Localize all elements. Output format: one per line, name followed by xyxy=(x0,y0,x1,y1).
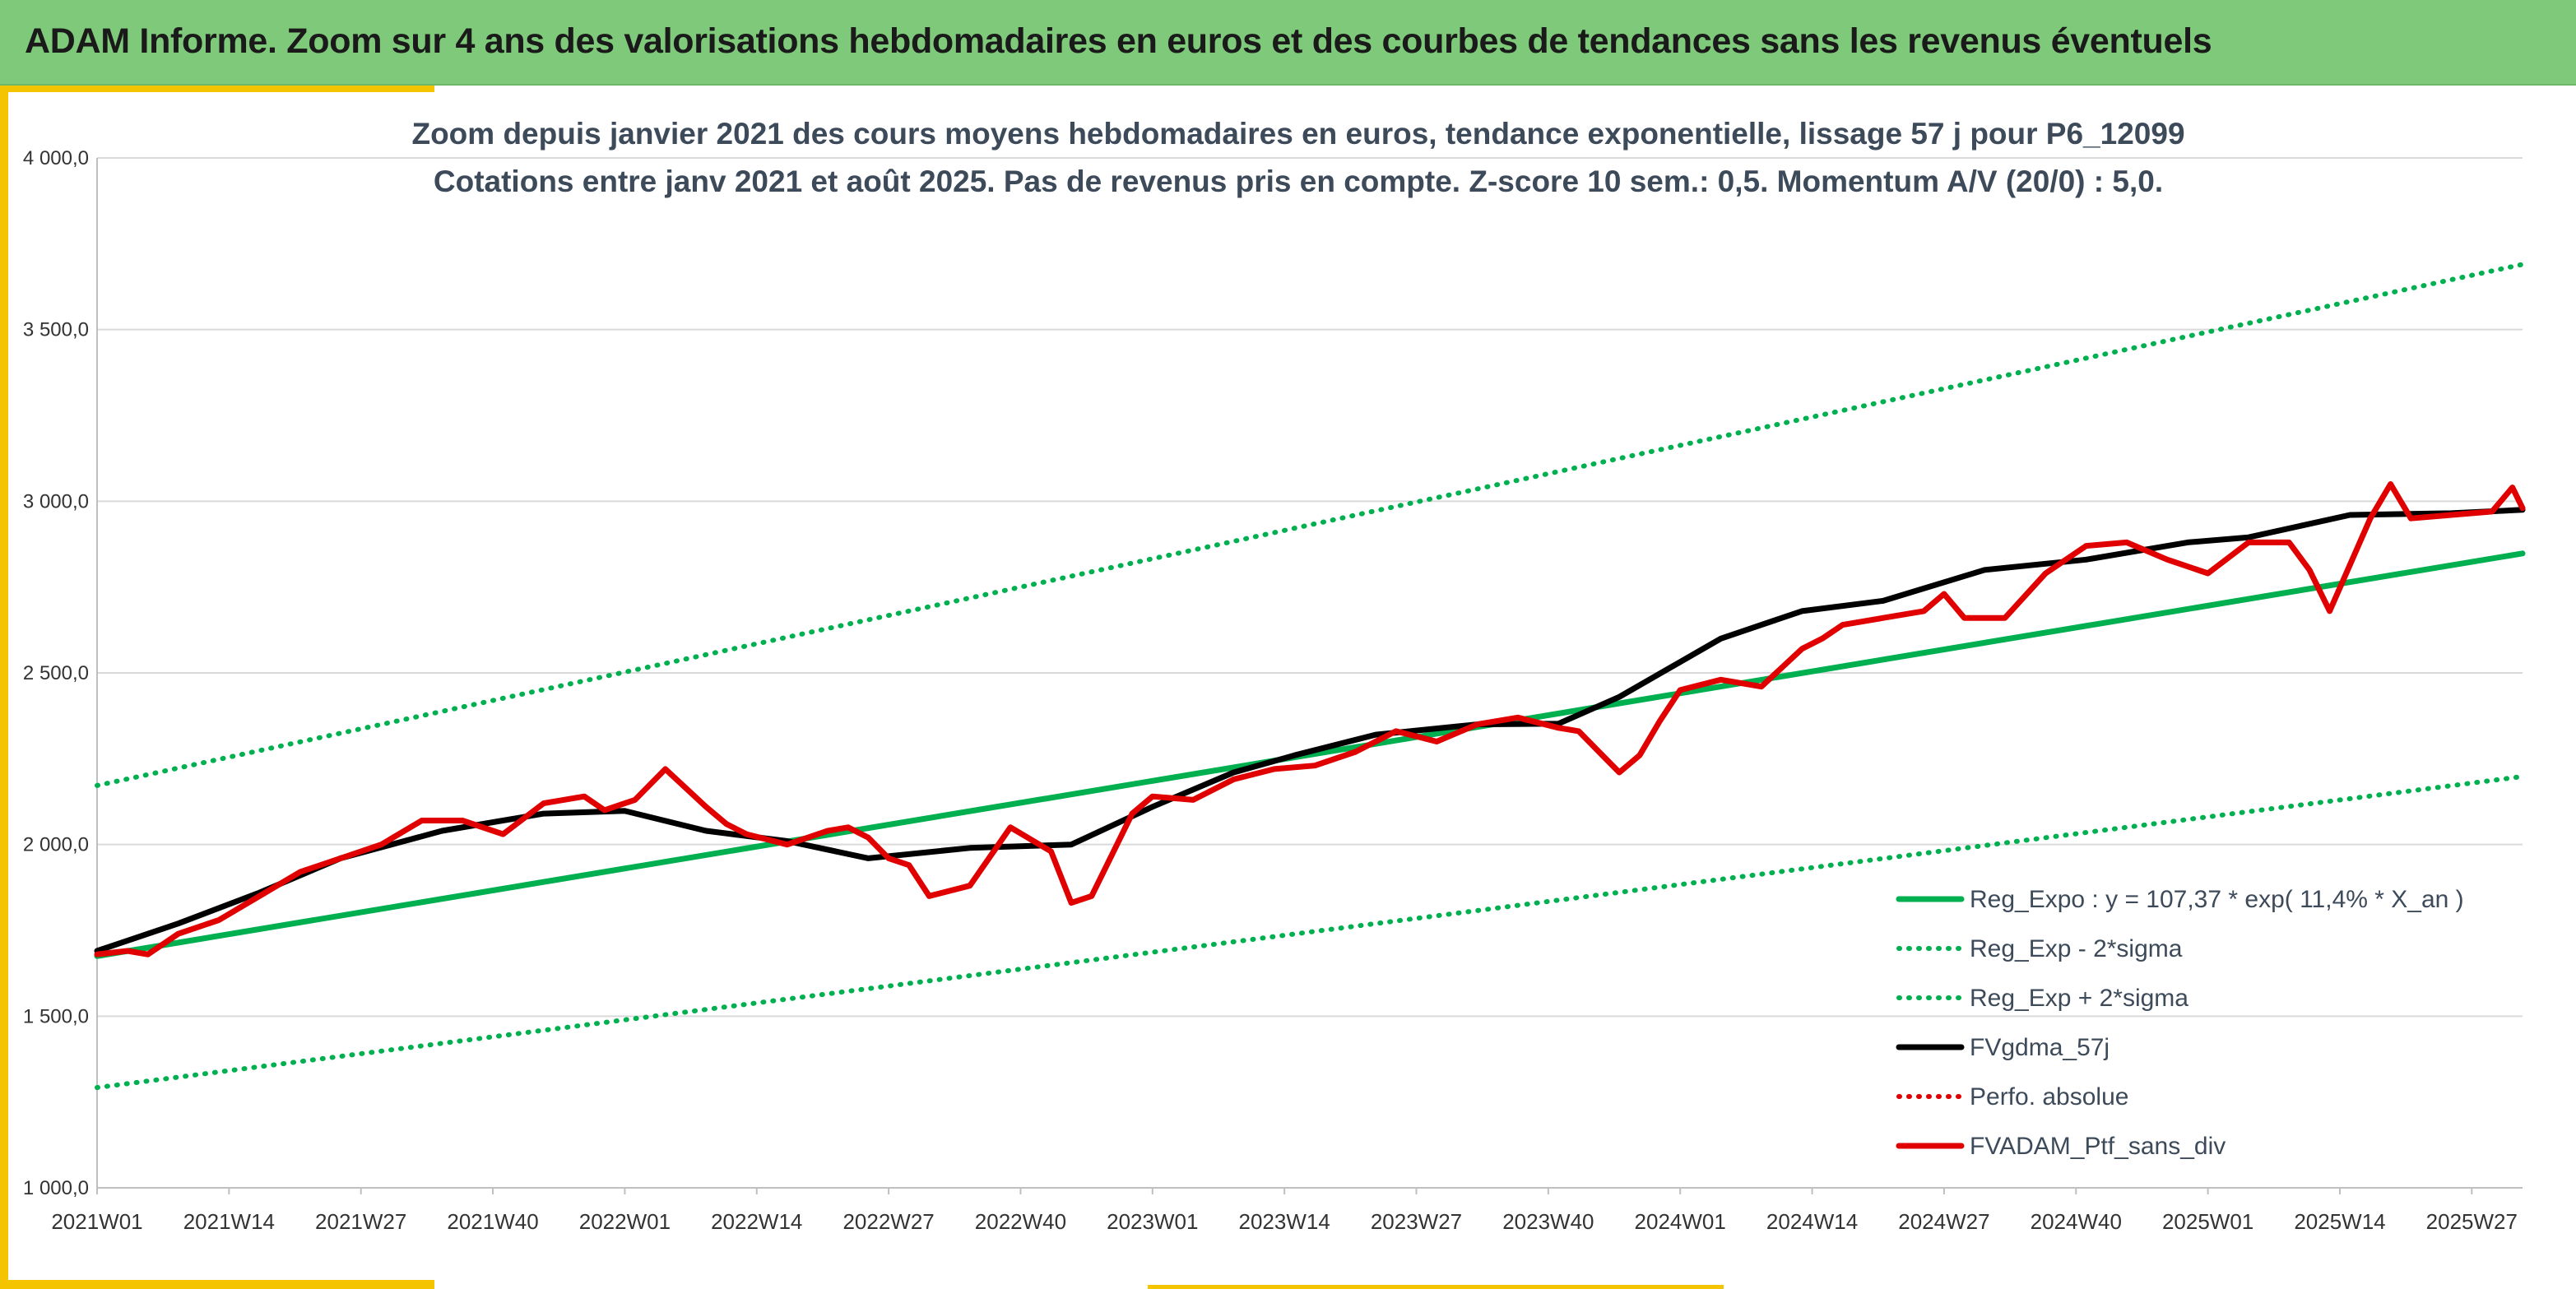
y-tick-label: 1 500,0 xyxy=(23,1005,89,1027)
x-tick-label: 2025W01 xyxy=(2162,1209,2253,1234)
x-tick-label: 2023W27 xyxy=(1371,1209,1462,1234)
accent-bar-top-left xyxy=(0,86,434,92)
legend-label: FVgdma_57j xyxy=(1970,1034,2110,1061)
x-tick-label: 2024W27 xyxy=(1898,1209,1989,1234)
series-line-5 xyxy=(94,481,2526,957)
accent-bar-left xyxy=(0,86,8,1289)
x-tick-label: 2021W01 xyxy=(51,1209,142,1234)
banner-title: ADAM Informe. Zoom sur 4 ans des valoris… xyxy=(25,21,2212,61)
x-tick-label: 2024W14 xyxy=(1766,1209,1858,1234)
accent-bar-bottom-middle xyxy=(1148,1285,1724,1289)
y-tick-label: 2 000,0 xyxy=(23,834,89,856)
y-tick-label: 3 500,0 xyxy=(23,319,89,341)
chart-title-line: Cotations entre janv 2021 et août 2025. … xyxy=(434,165,2163,198)
x-tick-label: 2024W40 xyxy=(2031,1209,2122,1234)
x-tick-label: 2021W27 xyxy=(315,1209,406,1234)
y-tick-label: 2 500,0 xyxy=(23,662,89,684)
x-tick-label: 2023W40 xyxy=(1502,1209,1594,1234)
x-tick-label: 2025W27 xyxy=(2426,1209,2518,1234)
chart-legend: Reg_Expo : y = 107,37 * exp( 11,4% * X_a… xyxy=(1896,886,2464,1160)
header-banner: ADAM Informe. Zoom sur 4 ans des valoris… xyxy=(0,0,2576,86)
chart-grid xyxy=(97,157,2523,1189)
chart-title: Zoom depuis janvier 2021 des cours moyen… xyxy=(411,117,2184,198)
accent-bar-bottom-left xyxy=(0,1280,434,1289)
series-line-0 xyxy=(94,550,2526,959)
legend-label: Reg_Exp - 2*sigma xyxy=(1970,935,2183,962)
x-tick-label: 2023W01 xyxy=(1107,1209,1198,1234)
x-tick-label: 2024W01 xyxy=(1635,1209,1726,1234)
x-tick-label: 2022W01 xyxy=(579,1209,671,1234)
y-tick-label: 1 000,0 xyxy=(23,1177,89,1199)
chart-title-line: Zoom depuis janvier 2021 des cours moyen… xyxy=(411,117,2184,151)
x-tick-label: 2022W40 xyxy=(975,1209,1066,1234)
legend-label: Reg_Exp + 2*sigma xyxy=(1970,985,2188,1012)
x-tick-label: 2021W40 xyxy=(447,1209,538,1234)
x-tick-label: 2021W14 xyxy=(183,1209,275,1234)
legend-label: Reg_Expo : y = 107,37 * exp( 11,4% * X_a… xyxy=(1970,886,2464,913)
series-line-2 xyxy=(95,262,2525,788)
y-tick-label: 4 000,0 xyxy=(23,147,89,169)
legend-label: Perfo. absolue xyxy=(1970,1083,2128,1110)
x-tick-label: 2022W14 xyxy=(711,1209,802,1234)
x-tick-label: 2023W14 xyxy=(1239,1209,1330,1234)
legend-label: FVADAM_Ptf_sans_div xyxy=(1970,1133,2226,1160)
y-tick-label: 3 000,0 xyxy=(23,490,89,512)
series-line-1 xyxy=(95,774,2525,1091)
chart-series xyxy=(94,262,2526,1091)
chart-axes xyxy=(96,158,2523,1194)
chart-tick-labels: 1 000,0 1 500,0 2 000,0 2 500,0 3 000,0 3 500… xyxy=(23,147,2518,1234)
x-tick-label: 2022W27 xyxy=(842,1209,934,1234)
series-line-3 xyxy=(94,507,2526,954)
x-tick-label: 2025W14 xyxy=(2294,1209,2385,1234)
